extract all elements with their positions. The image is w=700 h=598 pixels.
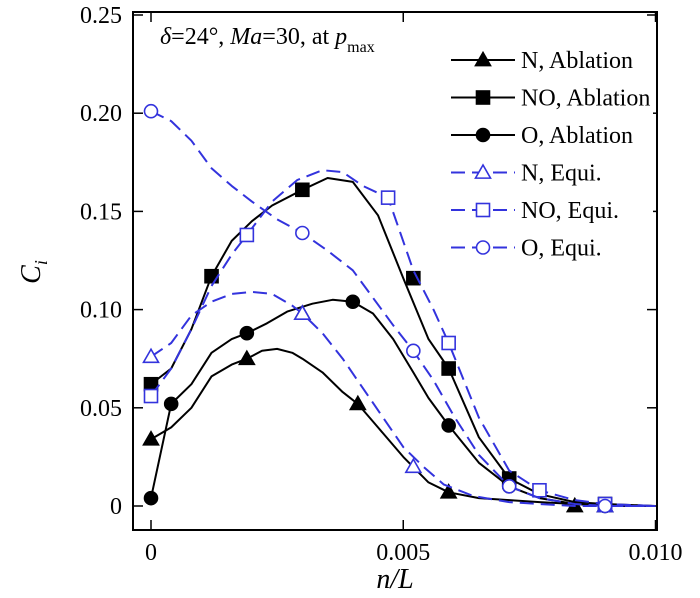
- y-tick-label-3: 0.15: [80, 199, 122, 225]
- legend: N, Ablation NO, Ablation O, Ablation N, Equ…: [448, 40, 653, 266]
- series-0: [142, 304, 656, 513]
- series-2-point-1: [163, 396, 179, 412]
- legend-label-2: O, Ablation: [521, 123, 633, 149]
- x-axis-label: n/L: [376, 564, 413, 595]
- x-tick-label-0: 0: [145, 540, 157, 566]
- legend-marker-2: [475, 127, 491, 143]
- legend-label-1: NO, Ablation: [521, 86, 650, 112]
- plot-frame: [132, 11, 658, 531]
- legend-marker-0: [474, 50, 492, 67]
- legend-background: [448, 40, 653, 266]
- chart-annotation: δ=24°, Ma=30, at pmax: [160, 24, 375, 56]
- series-0-point-4: [439, 483, 458, 499]
- series-1-point-1: [204, 268, 219, 284]
- legend-label-3: N, Equi.: [521, 161, 602, 187]
- series-2-point-3: [345, 294, 361, 310]
- series-5-point-1: [295, 225, 310, 241]
- y-tick-label-0: 0: [110, 494, 122, 520]
- series-2-point-0: [143, 490, 159, 506]
- series-line-0: [150, 347, 656, 507]
- series-1-point-2: [295, 182, 310, 198]
- y-tick-label-1: 0.05: [80, 396, 122, 422]
- series-0-point-0: [142, 430, 160, 446]
- legend-marker-1: [475, 90, 491, 105]
- series-4-point-3: [441, 335, 456, 351]
- x-tick-label-1: 0.005: [376, 540, 430, 566]
- series-0-point-3: [348, 394, 367, 411]
- series-2-point-2: [239, 325, 255, 341]
- y-tick-label-4: 0.20: [80, 101, 122, 127]
- legend-label-0: N, Ablation: [521, 48, 633, 74]
- series-3-point-0: [142, 347, 160, 364]
- series-3-point-1: [293, 304, 312, 320]
- series-line-5: [150, 110, 656, 507]
- series-2-point-4: [441, 418, 456, 433]
- ticks: 0 0.005 0.010 0 0.05 0.10 0.15 0.20 0.25: [80, 3, 683, 566]
- series-4-point-4: [532, 482, 547, 498]
- series-layer: [142, 103, 656, 514]
- legend-marker-3: [474, 163, 492, 179]
- y-tick-label-5: 0.25: [80, 3, 122, 29]
- series-4-point-2: [380, 190, 396, 205]
- series-0-point-1: [237, 349, 256, 366]
- series-line-3: [150, 290, 656, 507]
- legend-marker-5: [475, 240, 491, 255]
- series-2: [143, 294, 656, 514]
- series-4-point-0: [143, 388, 159, 404]
- x-tick-label-2: 0.010: [629, 540, 683, 566]
- series-1-point-4: [441, 361, 456, 376]
- series-line-2: [150, 298, 656, 507]
- legend-label-4: NO, Equi.: [521, 198, 619, 224]
- series-3-point-2: [404, 457, 423, 474]
- legend-marker-4: [475, 202, 491, 218]
- y-tick-label-2: 0.10: [80, 298, 122, 324]
- series-3: [142, 290, 656, 513]
- legend-label-5: O, Equi.: [521, 236, 602, 262]
- series-line-4: [150, 169, 656, 507]
- series-4-point-1: [239, 227, 255, 243]
- y-axis-label: Ci: [16, 260, 51, 284]
- series-5-point-0: [143, 103, 159, 119]
- series-5-point-3: [501, 479, 517, 494]
- series-5-point-4: [597, 498, 613, 514]
- series-5: [143, 103, 656, 514]
- series-5-point-2: [406, 343, 421, 359]
